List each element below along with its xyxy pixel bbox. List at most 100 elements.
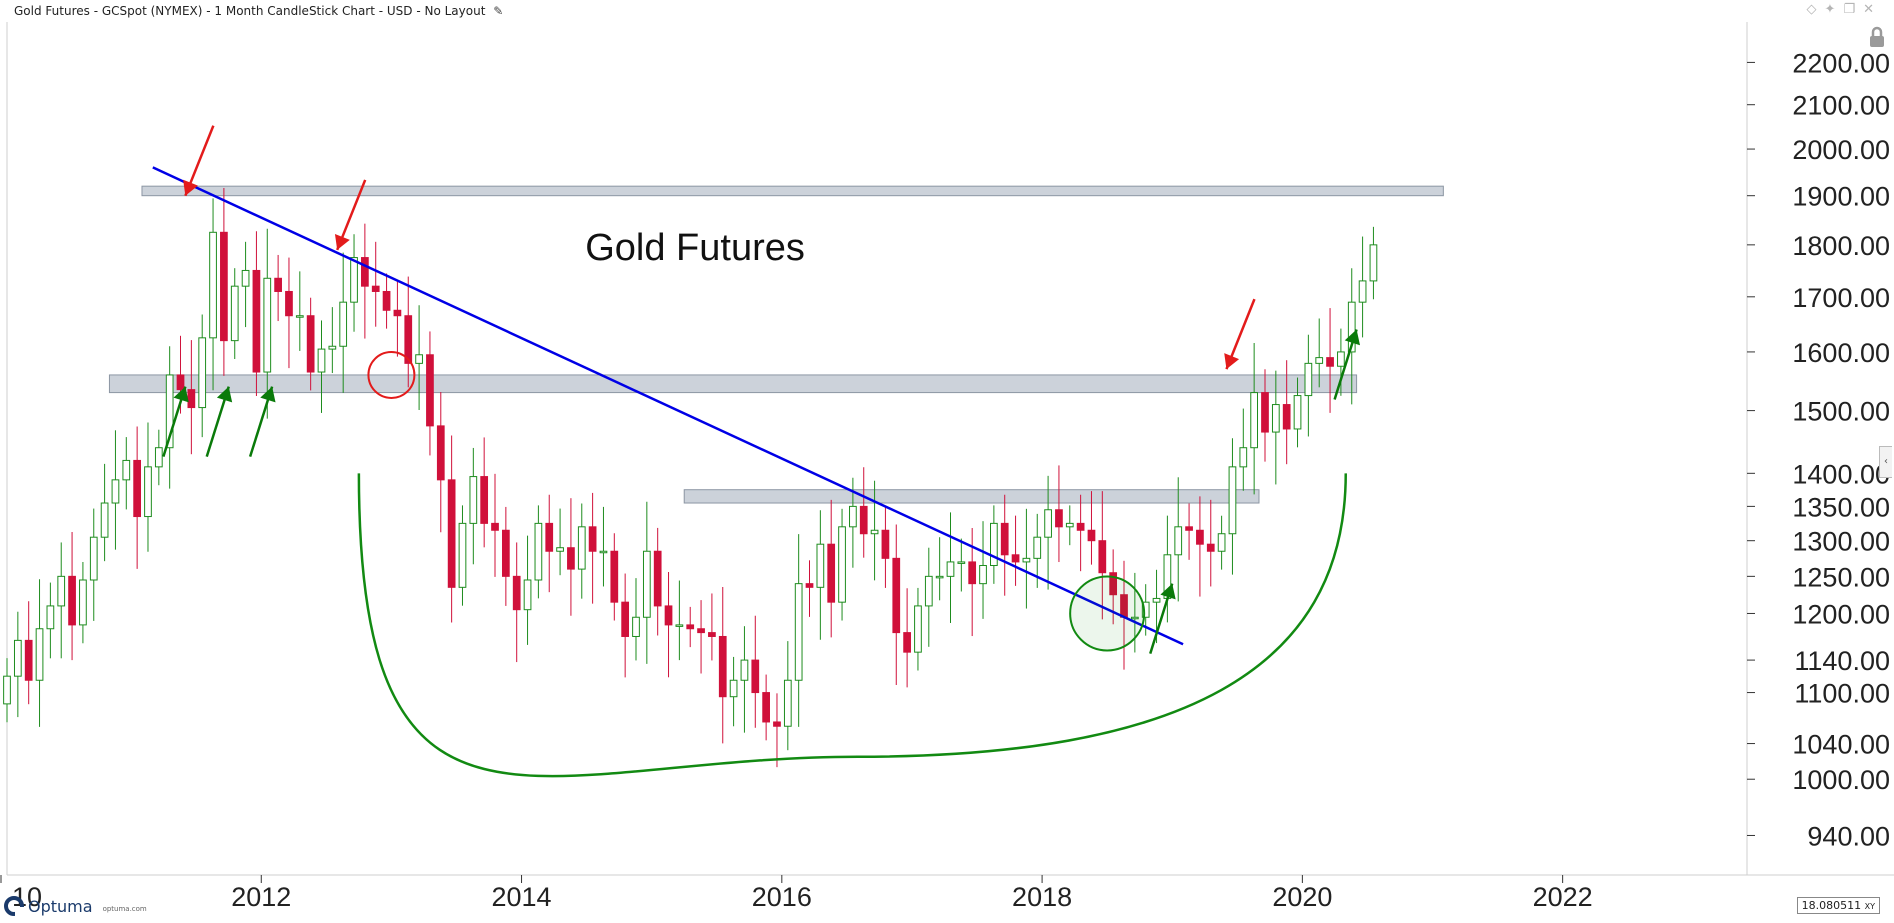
bearish-candle — [610, 533, 619, 621]
cup-arc — [357, 473, 1347, 778]
bearish-candle — [187, 340, 196, 455]
candle-body — [1347, 301, 1356, 353]
candle-body — [859, 505, 868, 535]
candle-body — [599, 550, 608, 554]
bullish-candle — [870, 480, 879, 581]
candle-body — [1011, 554, 1020, 563]
candle-body — [447, 479, 456, 588]
bullish-candle — [599, 506, 608, 587]
bullish-candle — [935, 537, 944, 601]
candle-body — [426, 354, 434, 427]
bearish-candle — [1282, 360, 1291, 465]
bullish-candle — [816, 510, 825, 640]
bearish-candle — [1011, 515, 1020, 586]
optuma-logo: Optuma optuma.com — [4, 894, 147, 918]
close-icon[interactable]: ✕ — [1863, 2, 1882, 17]
bullish-candle — [46, 582, 55, 659]
x-axis: 10 2012 2014 2016 2018 2020 2022 — [0, 875, 1593, 912]
y-tick-label: 1300.00 — [1792, 527, 1890, 557]
candle-body — [111, 479, 120, 504]
diamond-icon[interactable]: ◇ — [1806, 2, 1825, 17]
bearish-candle — [306, 297, 315, 391]
pin-icon[interactable]: ✦ — [1824, 2, 1844, 17]
candle-body — [827, 543, 836, 603]
candle-body — [241, 269, 250, 287]
bullish-candle — [1022, 508, 1031, 609]
bullish-candle — [350, 234, 358, 332]
bullish-candle — [1250, 343, 1259, 495]
x-tick-label: 2018 — [1012, 882, 1072, 912]
bearish-candle — [903, 588, 911, 688]
candle-body — [762, 692, 770, 723]
bearish-candle — [436, 391, 445, 533]
red-arrow-head — [334, 233, 350, 250]
bearish-candle — [545, 494, 554, 593]
bearish-candle — [393, 281, 402, 357]
green-arrow-head — [1344, 329, 1361, 346]
candle-body — [491, 522, 499, 531]
bearish-candle — [1076, 494, 1085, 572]
bearish-candle — [285, 257, 293, 369]
candle-body — [306, 315, 315, 373]
bullish-candle — [632, 578, 640, 661]
chart-title: Gold Futures — [585, 227, 805, 269]
pencil-icon[interactable]: ✎ — [493, 4, 504, 18]
candle-body — [924, 575, 933, 607]
collapse-panel-tab[interactable]: ‹ — [1879, 446, 1892, 478]
bullish-candle — [57, 542, 66, 659]
candle-body — [1152, 597, 1161, 603]
bullish-candle — [675, 580, 684, 661]
y-tick-label: 1600.00 — [1792, 338, 1890, 368]
bullish-candle — [3, 658, 11, 723]
bullish-candle — [415, 305, 423, 410]
bearish-candle — [697, 600, 705, 674]
candle-body — [220, 231, 228, 342]
x-tick-label: 2014 — [492, 882, 552, 912]
candle-body — [1098, 540, 1107, 574]
candle-body — [653, 550, 662, 607]
zones-layer — [108, 185, 1444, 504]
resistance-zone — [108, 374, 1358, 394]
bullish-candle — [946, 512, 955, 623]
bullish-candle — [740, 626, 749, 733]
bullish-candle — [198, 314, 207, 438]
plot-area[interactable] — [6, 22, 1894, 876]
candle-body — [1044, 509, 1052, 538]
candle-body — [3, 675, 11, 705]
candle-body — [751, 659, 760, 694]
bearish-candle — [1196, 496, 1204, 597]
candle-body — [957, 561, 966, 564]
bullish-candle — [556, 508, 564, 576]
chart-header[interactable]: Gold Futures - GCSpot (NYMEX) - 1 Month … — [14, 4, 503, 18]
candle-body — [382, 290, 391, 311]
candle-body — [1282, 404, 1291, 430]
restore-icon[interactable]: ❐ — [1843, 2, 1864, 17]
bearish-candle — [1206, 499, 1215, 587]
candle-body — [13, 639, 22, 677]
bullish-candle — [1271, 370, 1280, 485]
bearish-candle — [751, 615, 760, 728]
bullish-candle — [794, 534, 803, 727]
bullish-candle — [1174, 477, 1183, 602]
candle-body — [1109, 572, 1118, 596]
bearish-candle — [480, 437, 489, 548]
bearish-candle — [371, 241, 380, 327]
bullish-candle — [469, 447, 478, 565]
candle-body — [133, 459, 141, 518]
candle-body — [838, 526, 846, 603]
lock-icon[interactable] — [1868, 26, 1886, 48]
bearish-candle — [653, 527, 662, 636]
candle-body — [1337, 351, 1345, 367]
bearish-candle — [1185, 503, 1193, 560]
bullish-candle — [924, 547, 933, 647]
bullish-candle — [1217, 515, 1226, 570]
candle-body — [317, 348, 326, 373]
bullish-candle — [122, 437, 131, 510]
candle-body — [1304, 362, 1313, 397]
window-controls: ◇✦❐✕ — [1807, 2, 1882, 17]
candle-body — [990, 522, 998, 567]
candle-body — [849, 505, 857, 528]
candle-body — [708, 632, 716, 637]
y-tick-label: 2200.00 — [1792, 48, 1890, 78]
